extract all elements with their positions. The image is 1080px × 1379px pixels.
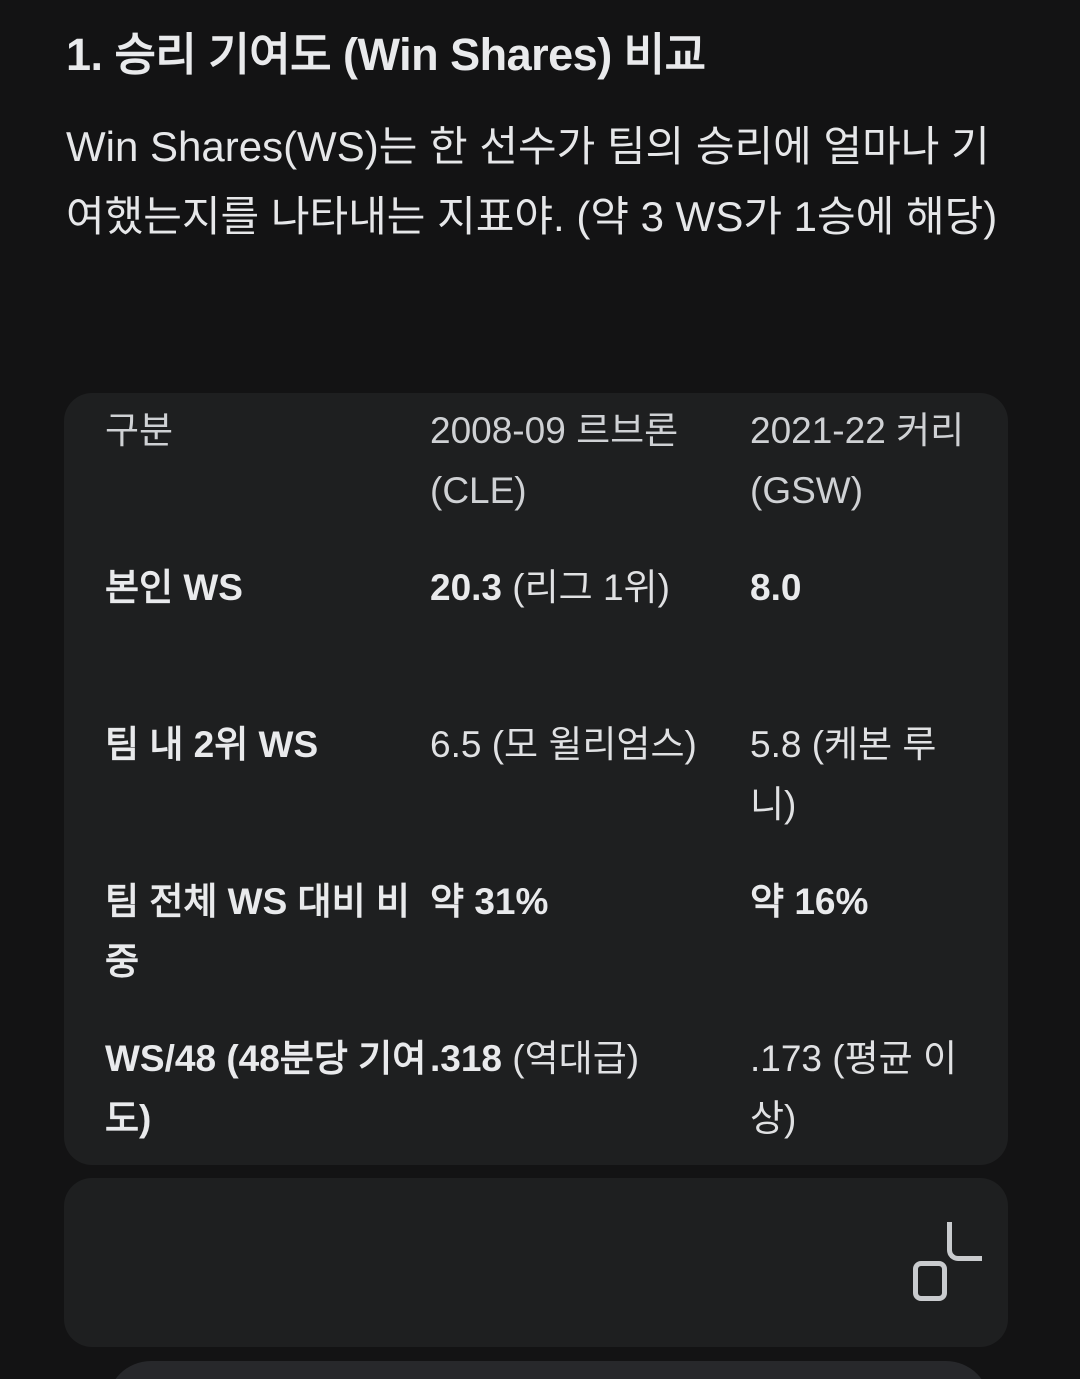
- table-cell: .173 (평균 이상): [750, 1038, 958, 1139]
- input-bar-peek[interactable]: [107, 1361, 990, 1379]
- table-header-category: 구분: [105, 410, 174, 451]
- table-row-label: 본인 WS: [105, 567, 243, 608]
- copy-button[interactable]: [913, 1222, 982, 1301]
- section-description: Win Shares(WS)는 한 선수가 팀의 승리에 얼마나 기여했는지를 …: [66, 123, 998, 240]
- table-row-label: 팀 전체 WS 대비 비중: [105, 881, 410, 982]
- table-actions-card: [64, 1178, 1008, 1347]
- table-row-label: WS/48 (48분당 기여도): [105, 1038, 427, 1139]
- table-cell: 약 16%: [750, 881, 869, 922]
- table-cell: .318 (역대급): [430, 1038, 640, 1079]
- comparison-table-card: 구분 2008-09 르브론 (CLE) 2021-22 커리 (GSW) 본인…: [64, 393, 1008, 1165]
- table-row-label: 팀 내 2위 WS: [105, 724, 319, 765]
- win-shares-table: 구분 2008-09 르브론 (CLE) 2021-22 커리 (GSW) 본인…: [105, 401, 966, 1149]
- table-cell: 5.8 (케본 루니): [750, 724, 937, 825]
- table-cell: 6.5 (모 윌리엄스): [430, 724, 697, 765]
- table-cell: 20.3 (리그 1위): [430, 567, 670, 608]
- table-header-lebron: 2008-09 르브론 (CLE): [430, 410, 679, 511]
- table-cell: 8.0: [750, 567, 802, 608]
- table-cell: 약 31%: [430, 881, 549, 922]
- section-title: 1. 승리 기여도 (Win Shares) 비교: [66, 29, 706, 80]
- table-header-curry: 2021-22 커리 (GSW): [750, 410, 965, 511]
